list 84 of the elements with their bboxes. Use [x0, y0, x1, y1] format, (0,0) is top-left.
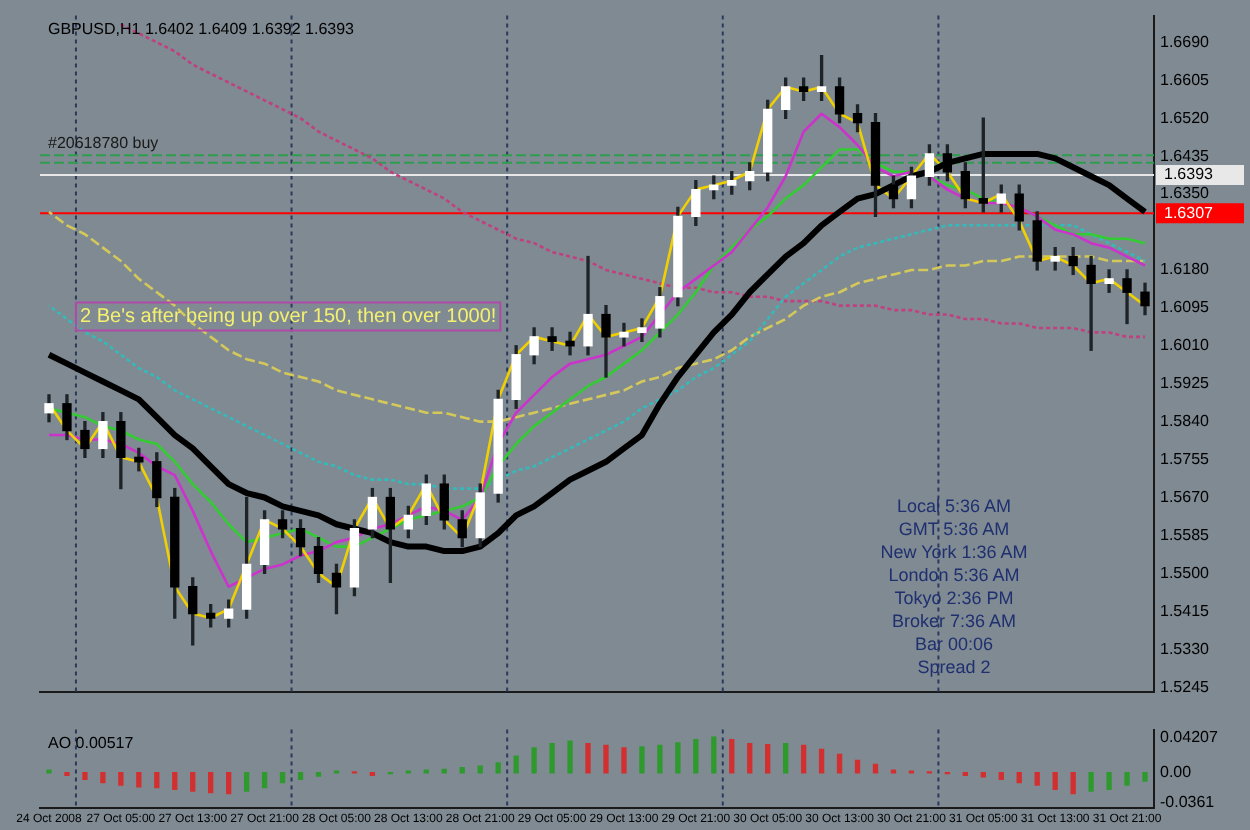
y-tick-label: 1.5925 [1160, 374, 1211, 393]
y-tick-label: 1.6690 [1160, 32, 1211, 51]
bar [495, 762, 501, 774]
bar [1106, 772, 1112, 791]
annotation: Bar 00:06 [914, 633, 994, 654]
y-tick-label: 1.5330 [1160, 639, 1211, 658]
bar [765, 743, 771, 774]
bar [711, 736, 717, 774]
bar [818, 748, 825, 774]
y-tick-label: 1.6520 [1160, 108, 1211, 127]
bar [513, 755, 519, 774]
y-tick-label: 1.6010 [1160, 336, 1211, 355]
bar [136, 772, 142, 788]
y-tick-label: 1.5585 [1160, 525, 1211, 544]
y-tick-label: 0.04207 [1160, 728, 1219, 747]
bar [297, 772, 304, 781]
bar [208, 772, 214, 794]
bar [783, 743, 789, 774]
candlestick [565, 331, 575, 356]
y-tick-label: 1.6350 [1160, 184, 1211, 203]
bar [82, 772, 88, 781]
y-tick-label: 1.6605 [1160, 70, 1211, 89]
y-tick-label: 0.00 [1160, 763, 1193, 782]
bar [1088, 772, 1094, 792]
annotation: London 5:36 AM [888, 564, 1020, 585]
ref-line-label: 1.6307 [1164, 203, 1215, 222]
annotation: Local 5:36 AM [896, 495, 1012, 516]
y-tick-label: 1.6435 [1160, 146, 1211, 165]
bar [477, 765, 483, 774]
bar [1052, 772, 1058, 791]
bar [639, 746, 645, 774]
annotation: GMT 5:36 AM [898, 518, 1010, 539]
line-series [47, 210, 1147, 423]
ref-line-label: 1.6393 [1164, 165, 1215, 184]
y-tick-label: 1.5840 [1160, 412, 1211, 431]
chart-title: AO 0.00517 [48, 734, 135, 753]
bar [154, 772, 160, 789]
chart-title: GBPUSD,H1 1.6402 1.6409 1.6392 1.6393 [48, 20, 356, 39]
bar [675, 742, 681, 774]
y-tick-label: 1.5415 [1160, 601, 1211, 620]
annotation: New York 1:36 AM [880, 541, 1028, 562]
bar [1124, 772, 1130, 786]
y-tick-label: 1.5500 [1160, 563, 1211, 582]
y-tick-label: 1.6095 [1160, 298, 1211, 317]
bar [567, 740, 573, 774]
y-tick-label: 1.5755 [1160, 449, 1211, 468]
y-tick-label: -0.0361 [1160, 793, 1216, 812]
annotation: Tokyo 2:36 PM [894, 587, 1014, 608]
bar [100, 772, 106, 784]
bar [836, 753, 843, 774]
bar [279, 772, 286, 784]
bar [172, 772, 178, 791]
bar [998, 772, 1004, 781]
bar [1142, 772, 1148, 782]
bar [1034, 772, 1040, 786]
bar [800, 744, 807, 774]
bar [261, 772, 268, 789]
bar [531, 747, 537, 774]
bar [693, 738, 699, 774]
bar [603, 744, 609, 774]
bar [729, 738, 735, 774]
candlestick [1104, 269, 1114, 293]
annotation: Spread 2 [917, 656, 991, 677]
bar [621, 747, 627, 774]
candlestick [637, 318, 647, 342]
bar [657, 744, 663, 774]
y-tick-label: 1.6180 [1160, 260, 1211, 279]
bar [1016, 772, 1022, 784]
bar [980, 772, 986, 778]
annotation: 2 Be's after being up over 150, then over 1000! [80, 305, 497, 328]
annotation: Broker 7:36 AM [891, 610, 1017, 631]
candlestick [547, 327, 557, 351]
bar [1070, 772, 1076, 795]
bar [549, 743, 555, 774]
bar [747, 743, 753, 774]
bar [190, 772, 196, 792]
bar [243, 772, 250, 792]
ref-line-label: #20618780 buy [48, 133, 159, 152]
bar [226, 772, 232, 795]
bar [585, 743, 591, 774]
bar [118, 772, 124, 786]
y-tick-label: 1.5245 [1160, 677, 1211, 696]
y-tick-label: 1.5670 [1160, 487, 1211, 506]
candlestick [1086, 255, 1096, 351]
